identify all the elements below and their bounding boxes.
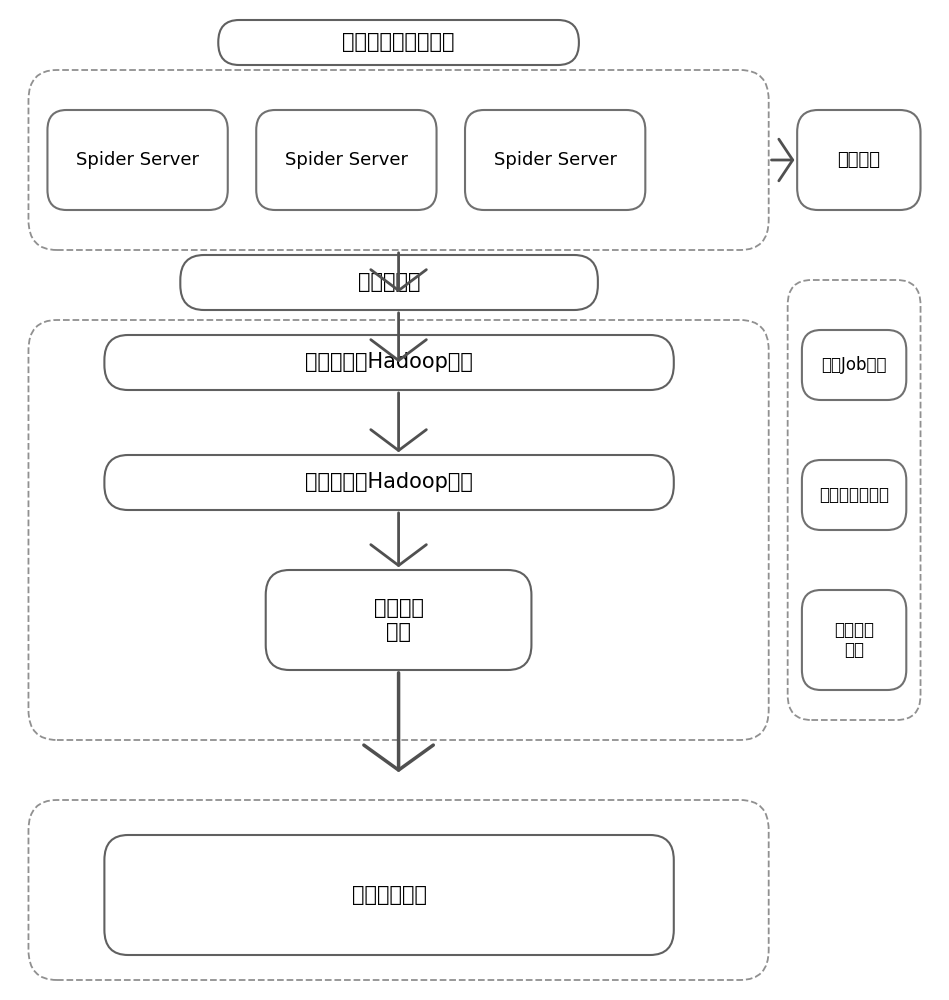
FancyBboxPatch shape	[28, 800, 769, 980]
Text: 负责计算的Hadoop集群: 负责计算的Hadoop集群	[306, 473, 473, 492]
FancyBboxPatch shape	[180, 255, 598, 310]
FancyBboxPatch shape	[802, 590, 906, 690]
Text: Spider Server: Spider Server	[285, 151, 408, 169]
Text: 爬虫数据系统: 爬虫数据系统	[351, 885, 427, 905]
FancyBboxPatch shape	[104, 455, 674, 510]
FancyBboxPatch shape	[802, 330, 906, 400]
FancyBboxPatch shape	[797, 110, 921, 210]
Text: 系统和网络监控: 系统和网络监控	[819, 486, 889, 504]
Text: Spider Server: Spider Server	[76, 151, 199, 169]
FancyBboxPatch shape	[28, 70, 769, 250]
FancyBboxPatch shape	[218, 20, 579, 65]
Text: Spider Server: Spider Server	[493, 151, 617, 169]
Text: 集群Job调度: 集群Job调度	[821, 356, 887, 374]
Text: 日志备份: 日志备份	[837, 151, 881, 169]
FancyBboxPatch shape	[28, 320, 769, 740]
Text: 爬虫日志服务器集群: 爬虫日志服务器集群	[343, 32, 455, 52]
FancyBboxPatch shape	[802, 460, 906, 530]
Text: 数据通信层: 数据通信层	[358, 272, 420, 292]
FancyBboxPatch shape	[788, 280, 921, 720]
Text: 存储计算
结果: 存储计算 结果	[374, 598, 423, 642]
FancyBboxPatch shape	[256, 110, 437, 210]
FancyBboxPatch shape	[47, 110, 228, 210]
FancyBboxPatch shape	[104, 335, 674, 390]
Text: 集群作业
监控: 集群作业 监控	[834, 621, 874, 659]
FancyBboxPatch shape	[104, 835, 674, 955]
FancyBboxPatch shape	[465, 110, 645, 210]
FancyBboxPatch shape	[266, 570, 531, 670]
Text: 负责存储的Hadoop集群: 负责存储的Hadoop集群	[306, 353, 473, 372]
